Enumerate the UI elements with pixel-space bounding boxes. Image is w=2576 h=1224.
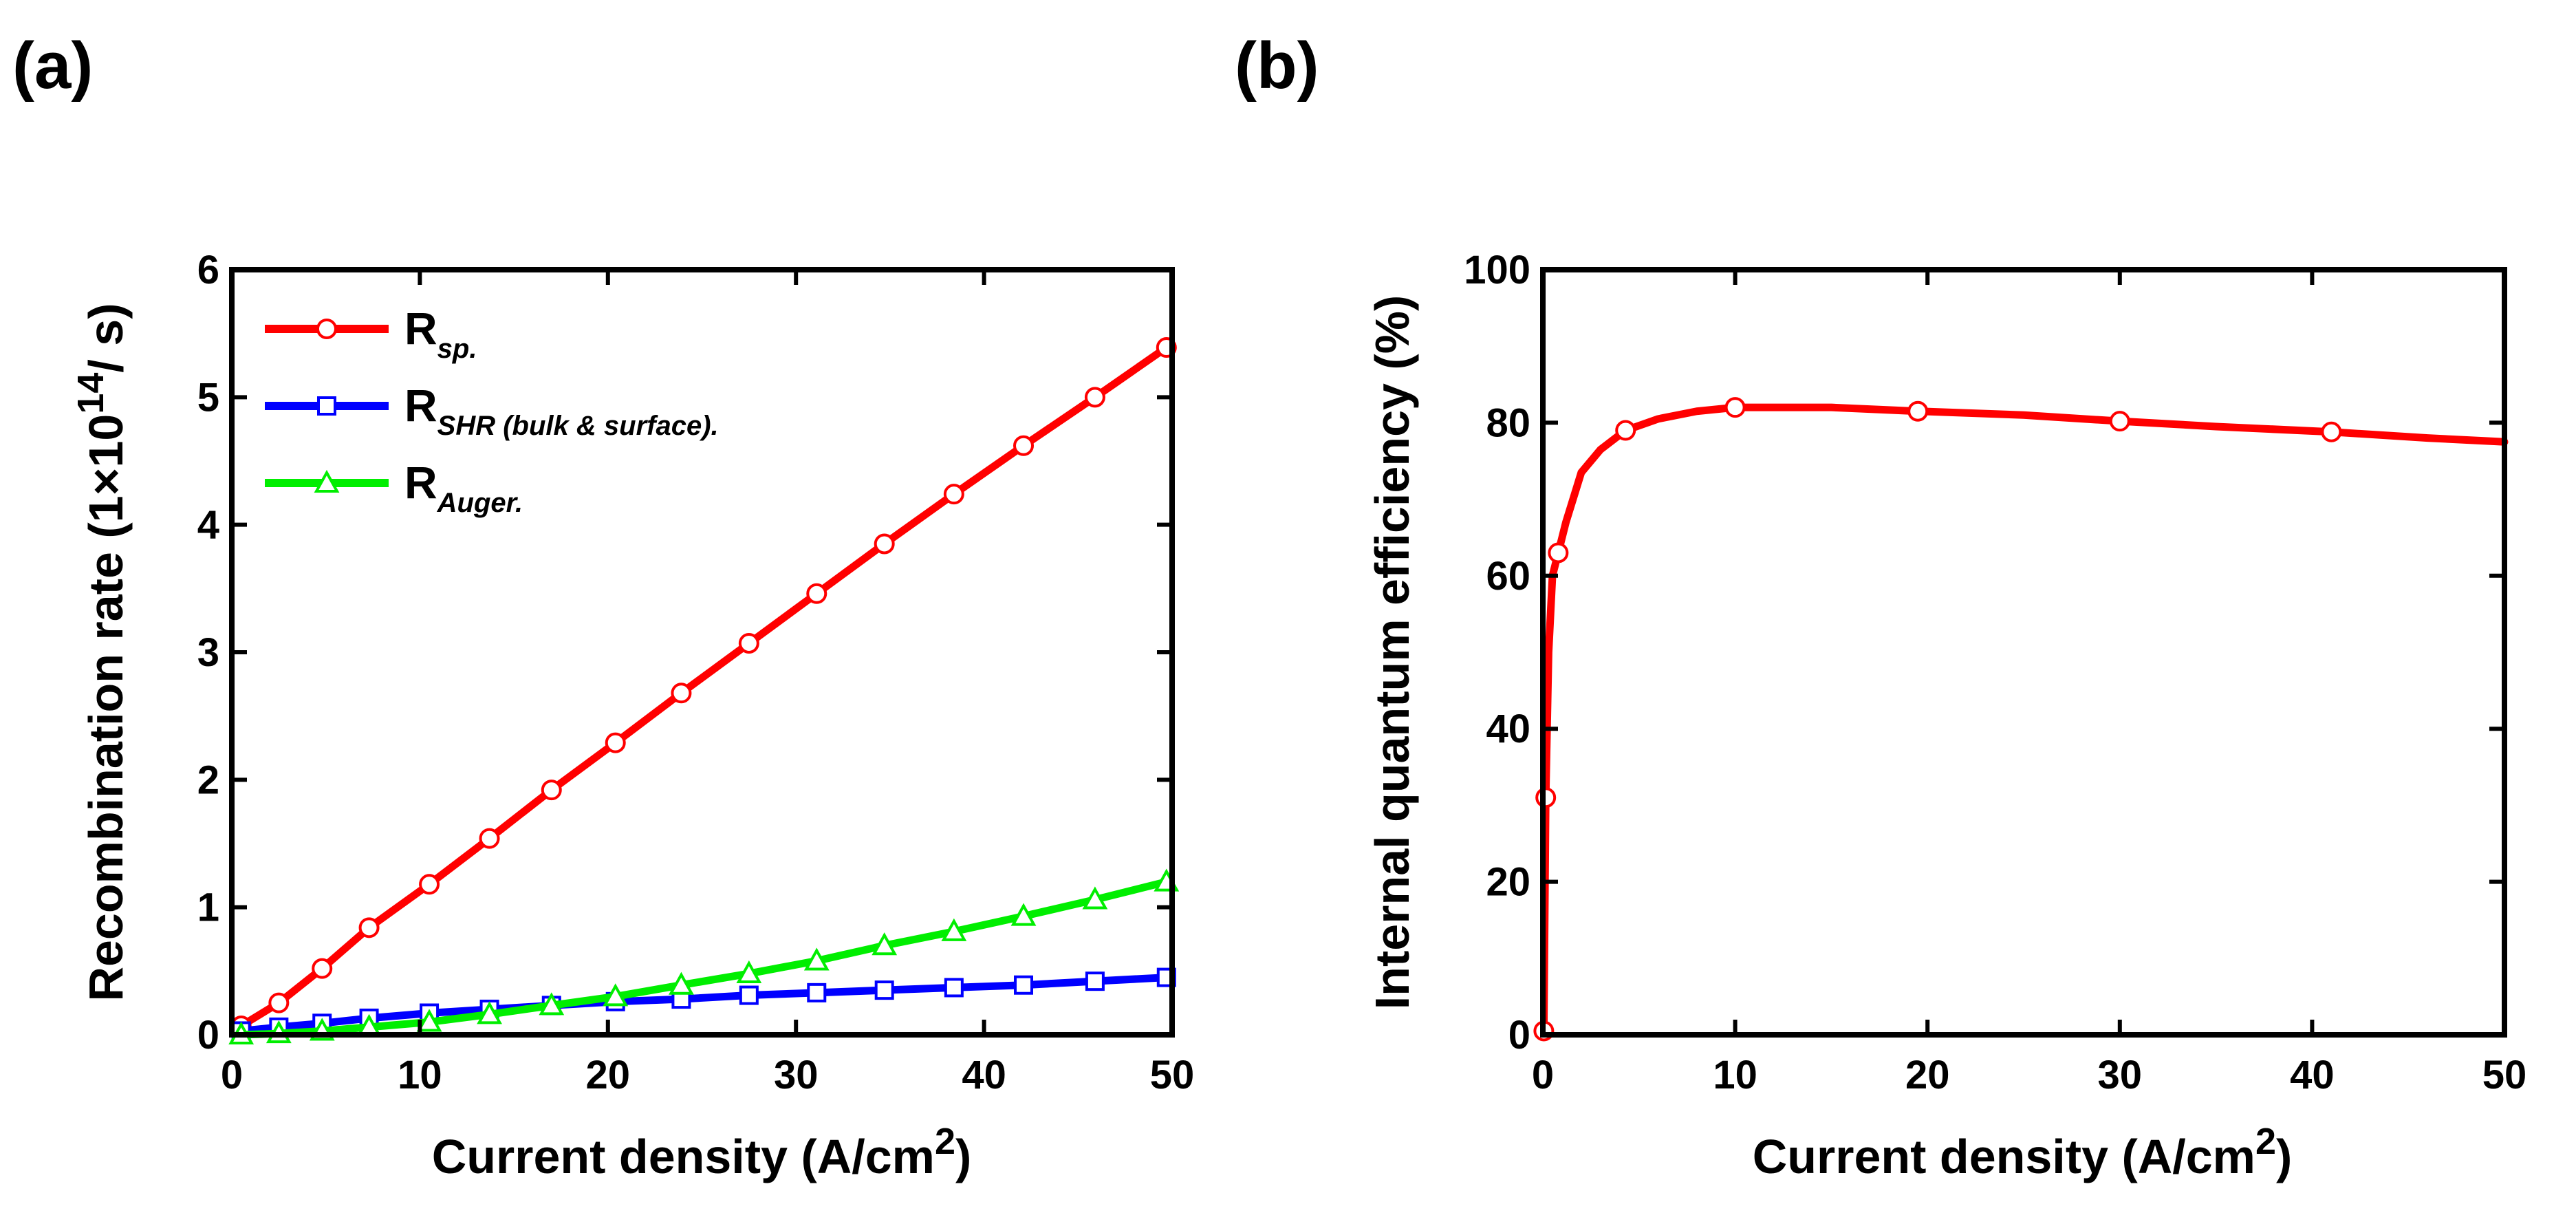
chart-b-ytick-label: 40 bbox=[1486, 707, 1530, 751]
chart-a-series-0-point bbox=[1013, 435, 1035, 456]
chart-b: 0 10 20 30 40 50 0 20 40 60 80 100 Current density … bbox=[1365, 248, 2526, 1183]
chart-a-series-2-point bbox=[477, 1001, 502, 1024]
chart-a-ytick-label: 2 bbox=[197, 758, 219, 802]
chart-b-plot-frame bbox=[1540, 267, 2507, 1038]
chart-a-xtick-label: 20 bbox=[586, 1053, 631, 1097]
chart-b-xlabel: Current density (A/cm2) bbox=[1753, 1121, 2293, 1183]
chart-a-series-0-point bbox=[943, 484, 964, 505]
chart-a-series-1-point bbox=[944, 978, 964, 998]
chart-b-series-0-point bbox=[1548, 542, 1569, 563]
panel-a-label: (a) bbox=[12, 29, 93, 103]
chart-a-ytick-label: 5 bbox=[197, 375, 219, 420]
chart-a-series-0-point bbox=[358, 917, 380, 938]
legend-rauger-marker bbox=[314, 469, 340, 493]
legend-entry-rshr: RSHR (bulk & surface). bbox=[265, 380, 719, 441]
chart-a-series-0-point bbox=[605, 732, 626, 753]
chart-a-series-2-point bbox=[736, 960, 762, 984]
panel-b-label: (b) bbox=[1235, 29, 1319, 103]
legend-rsp-marker bbox=[316, 319, 337, 339]
chart-a-series-0-point bbox=[1084, 387, 1105, 408]
chart-a-series-2-line bbox=[237, 878, 1171, 1039]
chart-a-xlabel: Current density (A/cm2) bbox=[432, 1121, 972, 1183]
chart-a-xtick-label: 40 bbox=[962, 1053, 1006, 1097]
chart-a-series-1-point bbox=[739, 985, 759, 1005]
chart-b-ytick-label: 20 bbox=[1486, 860, 1530, 905]
chart-a-series-2-point bbox=[669, 971, 694, 995]
legend-rshr-marker bbox=[317, 396, 336, 416]
chart-a-series-2-point bbox=[941, 918, 967, 941]
chart-a-series-2-point bbox=[539, 992, 565, 1016]
chart-a-series-0-point bbox=[806, 583, 827, 604]
chart-a-xtick-label: 10 bbox=[398, 1053, 442, 1097]
chart-a-tick-layer: 0 10 20 30 40 50 0 1 2 3 4 5 6 bbox=[197, 248, 1195, 1097]
chart-a-series-0-point bbox=[479, 828, 500, 849]
legend-rauger-label: RAuger. bbox=[404, 457, 523, 518]
chart-b-series-0-point bbox=[1535, 787, 1557, 808]
chart-a-series-2-point bbox=[1082, 886, 1108, 910]
chart-b-ytick-label: 80 bbox=[1486, 400, 1530, 445]
chart-a-series-0-point bbox=[541, 780, 562, 801]
chart-a-series-2-point bbox=[416, 1009, 442, 1032]
chart-b-series-0-point bbox=[1907, 400, 1929, 422]
chart-a-series-1-line bbox=[237, 974, 1171, 1035]
chart-a-ytick-label: 3 bbox=[197, 630, 219, 675]
chart-a-series-1-point bbox=[874, 980, 894, 1000]
chart-a-series-layer bbox=[228, 337, 1180, 1044]
chart-b-xtick-label: 10 bbox=[1713, 1053, 1757, 1097]
chart-a-xtick-label: 30 bbox=[774, 1053, 819, 1097]
chart-b-xtick-label: 40 bbox=[2290, 1053, 2335, 1097]
chart-a-series-2-point bbox=[872, 932, 898, 956]
chart-a-series-0-point bbox=[671, 683, 692, 704]
chart-b-ytick-label: 100 bbox=[1464, 248, 1530, 292]
chart-a-legend: Rsp. RSHR (bulk & surface). RAuger. bbox=[265, 303, 719, 518]
legend-entry-rsp: Rsp. bbox=[265, 303, 477, 364]
chart-a-ytick-label: 4 bbox=[197, 503, 219, 548]
chart-a-series-0-point bbox=[874, 533, 895, 555]
chart-a-ytick-label: 1 bbox=[197, 885, 219, 930]
legend-entry-rauger: RAuger. bbox=[265, 457, 523, 518]
chart-b-xtick-label: 50 bbox=[2482, 1053, 2527, 1097]
chart-a-series-0-line bbox=[237, 343, 1171, 1030]
chart-a-xtick-label: 0 bbox=[221, 1053, 243, 1097]
chart-a-series-1-point bbox=[1085, 971, 1105, 991]
chart-a: 0 10 20 30 40 50 0 1 2 3 4 5 6 Current density (A/cm… bbox=[70, 248, 1194, 1183]
chart-a-series-0-point bbox=[738, 633, 759, 654]
chart-a-ylabel: Recombination rate (1×1014/ s) bbox=[70, 303, 133, 1001]
chart-b-tick-layer: 0 10 20 30 40 50 0 20 40 60 80 100 bbox=[1464, 248, 2526, 1097]
chart-a-series-0-point bbox=[419, 874, 440, 895]
legend-rshr-label: RSHR (bulk & surface). bbox=[404, 380, 719, 441]
chart-b-xtick-label: 30 bbox=[2098, 1053, 2143, 1097]
legend-rsp-label: Rsp. bbox=[404, 303, 477, 364]
chart-b-ytick-label: 60 bbox=[1486, 554, 1530, 599]
chart-a-series-2-point bbox=[1010, 903, 1037, 926]
chart-b-series-0-line bbox=[1539, 403, 2509, 1035]
chart-a-xtick-label: 50 bbox=[1150, 1053, 1195, 1097]
chart-a-series-2-point bbox=[603, 983, 629, 1007]
chart-a-series-1-point bbox=[807, 983, 827, 1002]
chart-a-series-2-point bbox=[803, 947, 830, 971]
chart-b-series-0-point bbox=[2321, 421, 2342, 442]
chart-a-ytick-label: 6 bbox=[197, 248, 219, 292]
chart-b-xtick-label: 0 bbox=[1532, 1053, 1554, 1097]
chart-b-series-0-point bbox=[1724, 397, 1746, 418]
chart-a-ytick-label: 0 bbox=[197, 1013, 219, 1057]
chart-b-xtick-label: 20 bbox=[1905, 1053, 1950, 1097]
chart-a-series-0-point bbox=[268, 992, 290, 1013]
chart-a-series-0-point bbox=[312, 958, 333, 979]
chart-b-ytick-label: 0 bbox=[1508, 1013, 1530, 1057]
chart-a-series-1-point bbox=[1014, 975, 1034, 995]
chart-b-ylabel: Internal quantum efficiency (%) bbox=[1365, 295, 1419, 1009]
chart-b-series-0-point bbox=[1615, 420, 1636, 441]
chart-b-series-0-point bbox=[2109, 411, 2130, 432]
chart-b-series-layer bbox=[1533, 397, 2509, 1042]
